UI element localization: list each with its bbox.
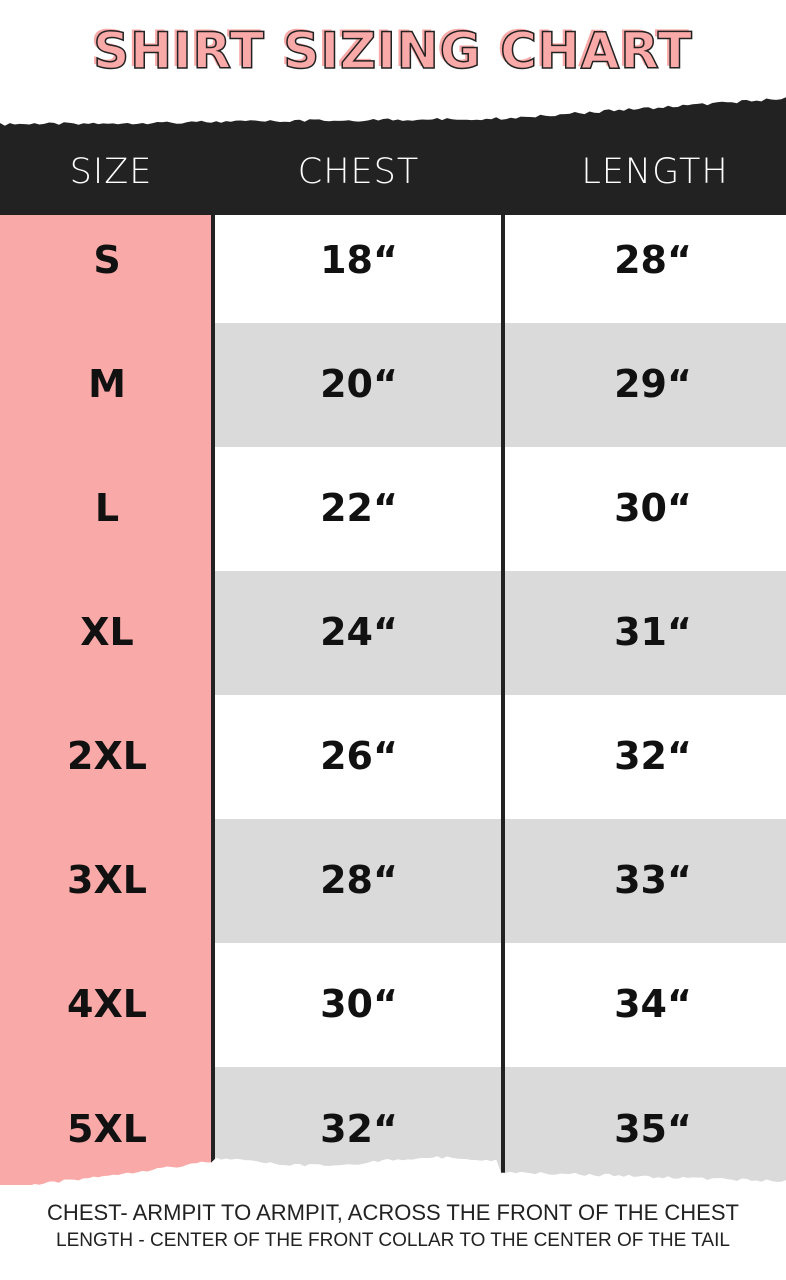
chest-cell: 20“ bbox=[320, 362, 398, 406]
size-cell-bg bbox=[0, 943, 212, 1067]
chest-cell: 18“ bbox=[320, 238, 398, 282]
size-cell-bg bbox=[0, 819, 212, 943]
size-cell-bg bbox=[0, 1067, 212, 1185]
torn-edge bbox=[0, 1156, 786, 1200]
row-bg bbox=[212, 323, 786, 447]
size-cell: 5XL bbox=[67, 1107, 147, 1151]
note-length: LENGTH - CENTER OF THE FRONT COLLAR TO T… bbox=[56, 1230, 730, 1251]
size-cell-bg bbox=[0, 695, 212, 819]
size-cell: XL bbox=[80, 610, 134, 654]
row-bg bbox=[212, 943, 786, 1067]
page-title: SHIRT SIZING CHART bbox=[92, 21, 693, 81]
footer-background bbox=[0, 1190, 786, 1280]
row-bg bbox=[212, 695, 786, 819]
length-cell: 32“ bbox=[614, 734, 692, 778]
size-cell: 3XL bbox=[67, 858, 147, 902]
chest-cell: 24“ bbox=[320, 610, 398, 654]
note-chest: CHEST- ARMPIT TO ARMPIT, ACROSS THE FRON… bbox=[47, 1200, 739, 1225]
row-bg bbox=[212, 447, 786, 571]
table-row: M 20“ 29“ bbox=[0, 323, 786, 447]
column-divider bbox=[211, 215, 215, 1180]
column-divider bbox=[501, 215, 505, 1180]
table-row: 4XL 30“ 34“ bbox=[0, 943, 786, 1067]
size-cell-bg bbox=[0, 571, 212, 695]
chest-cell: 30“ bbox=[320, 982, 398, 1026]
size-cell: M bbox=[88, 362, 126, 406]
length-cell: 33“ bbox=[614, 858, 692, 902]
size-cell: L bbox=[94, 486, 120, 530]
chest-cell: 26“ bbox=[320, 734, 398, 778]
chest-cell: 32“ bbox=[320, 1107, 398, 1151]
header-length: LENGTH bbox=[581, 152, 729, 192]
length-cell: 29“ bbox=[614, 362, 692, 406]
row-bg bbox=[212, 819, 786, 943]
chest-cell: 22“ bbox=[320, 486, 398, 530]
table-row: L 22“ 30“ bbox=[0, 447, 786, 571]
header-band bbox=[0, 97, 786, 220]
size-cell-bg bbox=[0, 447, 212, 571]
length-cell: 34“ bbox=[614, 982, 692, 1026]
size-cell: S bbox=[93, 238, 121, 282]
length-cell: 28“ bbox=[614, 238, 692, 282]
table-row: 3XL 28“ 33“ bbox=[0, 819, 786, 943]
length-cell: 35“ bbox=[614, 1107, 692, 1151]
size-cell: 4XL bbox=[67, 982, 147, 1026]
row-bg bbox=[212, 571, 786, 695]
size-cell-bg bbox=[0, 215, 212, 323]
table-row: S 18“ 28“ bbox=[0, 215, 786, 323]
size-cell-bg bbox=[0, 323, 212, 447]
header-size: SIZE bbox=[69, 152, 153, 192]
length-cell: 31“ bbox=[614, 610, 692, 654]
table-row: 5XL 32“ 35“ bbox=[0, 1067, 786, 1185]
length-cell: 30“ bbox=[614, 486, 692, 530]
row-bg bbox=[212, 215, 786, 323]
header-chest: CHEST bbox=[297, 152, 420, 192]
table-row: XL 24“ 31“ bbox=[0, 571, 786, 695]
chest-cell: 28“ bbox=[320, 858, 398, 902]
table-row: 2XL 26“ 32“ bbox=[0, 695, 786, 819]
size-cell: 2XL bbox=[67, 734, 147, 778]
